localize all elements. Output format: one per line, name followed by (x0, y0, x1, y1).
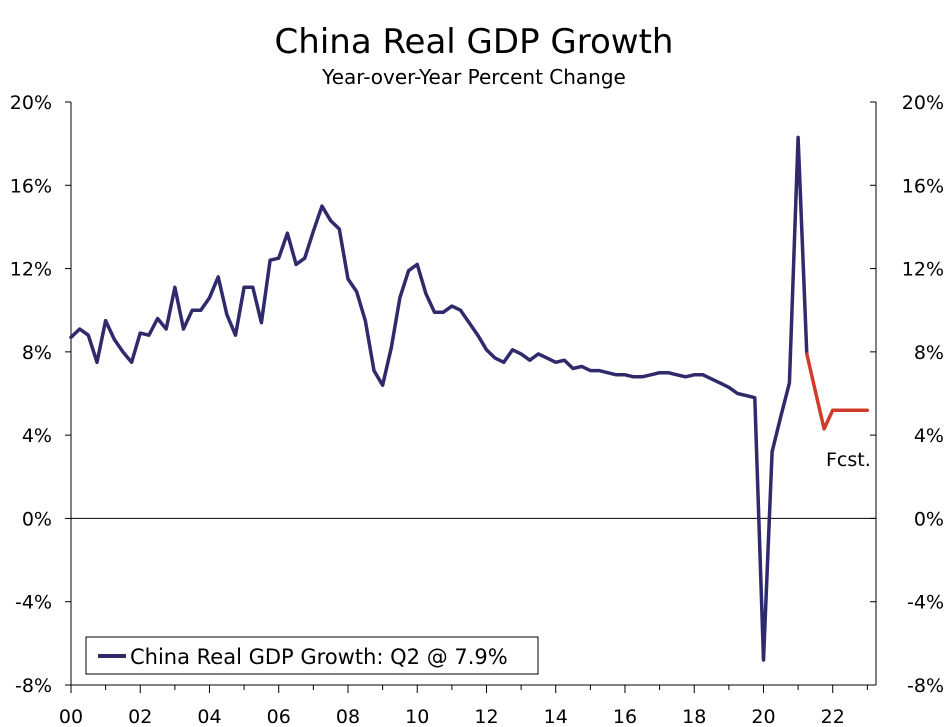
x-tick-label: 12 (474, 706, 498, 727)
x-tick-label: 08 (336, 706, 360, 727)
x-tick-label: 16 (613, 706, 637, 727)
x-tick-label: 00 (59, 706, 83, 727)
x-tick-label: 20 (751, 706, 775, 727)
x-tick-label: 14 (544, 706, 568, 727)
x-tick-label: 10 (405, 706, 429, 727)
y-tick-label-right: 4% (914, 425, 944, 447)
x-tick-label: 04 (197, 706, 221, 727)
forecast-line (805, 352, 870, 431)
series-lines (69, 135, 870, 662)
y-tick-label-left: -8% (15, 675, 52, 697)
forecast-annotation: Fcst. (826, 449, 871, 471)
axes: 20% 20% 16% 16% 12% 12% 8% 8% 4% 4% 0% 0% -4% -4% -8% -… (10, 92, 944, 727)
y-tick-label-left: 12% (10, 259, 52, 281)
y-tick-label-right: 12% (902, 259, 944, 281)
y-tick-label-right: 20% (902, 92, 944, 114)
y-tick-label-right: 16% (902, 175, 944, 197)
x-tick-label: 02 (128, 706, 152, 727)
y-tick-label-right: -8% (907, 675, 944, 697)
y-tick-label-left: 8% (22, 342, 52, 364)
y-tick-label-left: 4% (22, 425, 52, 447)
y-tick-label-left: -4% (15, 592, 52, 614)
y-tick-label-left: 16% (10, 175, 52, 197)
y-tick-label-right: -4% (907, 592, 944, 614)
legend-frame (85, 636, 539, 675)
y-tick-label-left: 0% (22, 508, 52, 530)
chart-title: China Real GDP Growth (274, 22, 674, 62)
y-tick-label-left: 20% (10, 92, 52, 114)
x-tick-label: 06 (267, 706, 291, 727)
y-tick-label-right: 8% (914, 342, 944, 364)
legend-label: China Real GDP Growth: Q2 @ 7.9% (130, 645, 508, 669)
chart-subtitle: Year-over-Year Percent Change (322, 65, 626, 89)
gdp-growth-line (69, 135, 809, 662)
legend: China Real GDP Growth: Q2 @ 7.9% (85, 636, 539, 675)
y-tick-label-right: 0% (914, 508, 944, 530)
x-tick-label: 18 (682, 706, 706, 727)
x-tick-label: 22 (821, 706, 845, 727)
